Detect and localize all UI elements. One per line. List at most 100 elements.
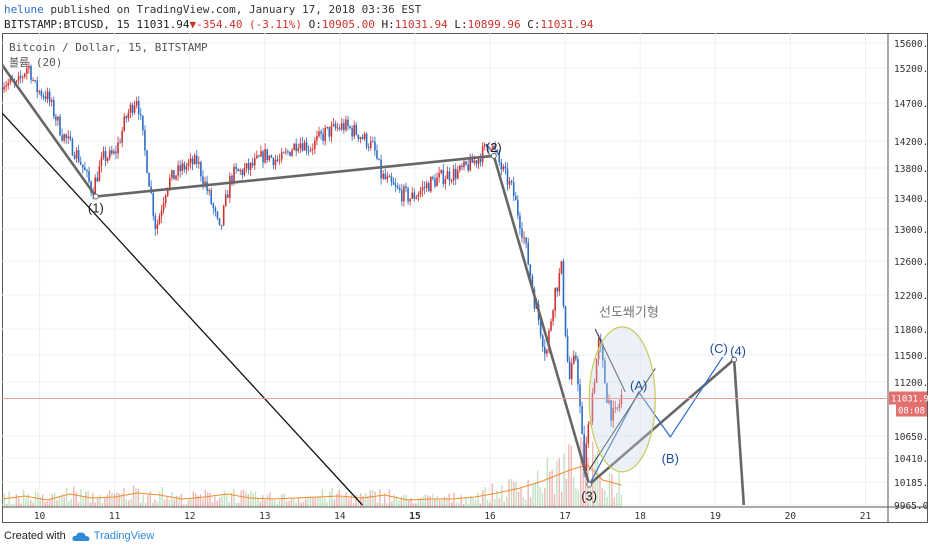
volume-bar — [2, 495, 3, 507]
candle-body — [575, 355, 577, 360]
volume-bar — [271, 499, 273, 507]
candle-body — [36, 80, 39, 93]
volume-bar — [575, 488, 577, 507]
volume-bar — [474, 499, 477, 507]
candle-body — [237, 168, 239, 172]
candle-body — [127, 112, 130, 119]
candle-body — [79, 161, 82, 165]
tradingview-logo[interactable]: TradingView — [72, 530, 154, 542]
volume-bar — [278, 500, 281, 507]
volume-bar — [230, 492, 233, 507]
volume-bar — [317, 496, 319, 507]
series-legend[interactable]: Bitcoin / Dollar, 15, BITSTAMP — [9, 41, 208, 54]
price-tick-label: 13400.00 — [894, 194, 928, 205]
chart-grid — [2, 33, 928, 523]
time-tick-label: 19 — [710, 511, 722, 522]
low-label: L: — [454, 18, 468, 31]
candle-body — [566, 336, 569, 362]
candle-body — [396, 186, 399, 189]
price-tick-label: 9965.00 — [894, 501, 928, 512]
candle-body — [415, 196, 418, 199]
candle-body — [94, 177, 97, 195]
low-value: 10899.96 — [467, 18, 521, 31]
volume-legend[interactable]: 볼륨 (20) — [9, 56, 63, 69]
volume-bar — [168, 499, 171, 507]
candle-body — [311, 148, 314, 150]
volume-bar — [608, 473, 611, 507]
candle-body — [301, 143, 304, 151]
candle-body — [438, 173, 440, 178]
candle-body — [591, 392, 594, 422]
volume-bar — [565, 478, 568, 507]
candle-body — [142, 115, 144, 131]
candle-body — [131, 104, 134, 113]
candle-body — [475, 160, 478, 164]
volume-bar — [362, 495, 364, 507]
candle-body — [583, 434, 585, 471]
candle-body — [65, 134, 68, 139]
candle-body — [34, 80, 36, 82]
candle-body — [272, 157, 275, 166]
candle-body — [442, 169, 445, 184]
candle-body — [365, 133, 368, 148]
volume-bar — [558, 458, 560, 507]
candle-body — [86, 170, 88, 172]
volume-bar — [486, 499, 489, 507]
candle-body — [191, 158, 194, 165]
candle-body — [140, 114, 142, 116]
volume-bar — [209, 492, 211, 507]
candle-body — [90, 181, 92, 193]
volume-bar — [527, 480, 529, 507]
volume-bar — [82, 496, 85, 507]
volume-bar — [525, 500, 527, 507]
candle-body — [268, 155, 271, 161]
volume-bar — [582, 441, 584, 507]
candle-body — [398, 188, 401, 191]
candle-body — [227, 194, 229, 198]
volume-bar — [125, 499, 128, 507]
candle-body — [169, 177, 171, 188]
candle-body — [278, 159, 281, 161]
candle-body — [216, 211, 219, 219]
candle-body — [367, 147, 370, 149]
candle-body — [328, 126, 331, 137]
volume-bar — [606, 496, 608, 507]
candle-body — [133, 105, 136, 113]
volume-bar — [360, 493, 362, 507]
volume-bar — [116, 492, 118, 507]
volume-bar — [546, 457, 549, 507]
volume-bar — [379, 489, 381, 507]
candle-body — [330, 125, 333, 137]
candle-body — [500, 162, 503, 170]
candle-body — [189, 158, 192, 163]
candle-body — [297, 148, 300, 151]
volume-bar — [295, 502, 297, 507]
candle-body — [274, 159, 277, 166]
countdown-label: 08:08 — [898, 407, 925, 417]
author-name[interactable]: helune — [4, 3, 44, 16]
candle-body — [69, 136, 72, 140]
candle-body — [448, 171, 451, 181]
candle-body — [121, 130, 123, 143]
candle-body — [320, 131, 322, 134]
chart-panel[interactable]: (1)(2)(3)(A)(B)(C)(4)선도쐐기형 15600.0015200… — [2, 33, 928, 523]
volume-bar — [8, 491, 10, 507]
countdown-tag — [896, 404, 927, 417]
candle-body — [38, 90, 41, 93]
price-tick-label: 12200.00 — [894, 291, 928, 302]
price-axis[interactable]: 15600.00 15200.00 14700.00 14200.00 13800.00… — [889, 39, 928, 512]
wave-point-marker — [731, 356, 738, 363]
candle-body — [444, 179, 447, 184]
candle-body — [57, 116, 59, 121]
candle-body — [2, 82, 3, 90]
candle-body — [608, 400, 610, 403]
volume-bar — [32, 503, 34, 507]
cloud-icon — [72, 531, 90, 541]
volume-bar — [238, 502, 240, 507]
candle-body — [539, 320, 542, 336]
time-axis[interactable]: 10 11 12 13 14 15 16 17 18 19 20 21 — [34, 511, 872, 522]
candle-body — [44, 96, 47, 100]
candle-body — [102, 151, 105, 158]
candle-body — [550, 321, 552, 331]
candle-body — [204, 181, 206, 185]
